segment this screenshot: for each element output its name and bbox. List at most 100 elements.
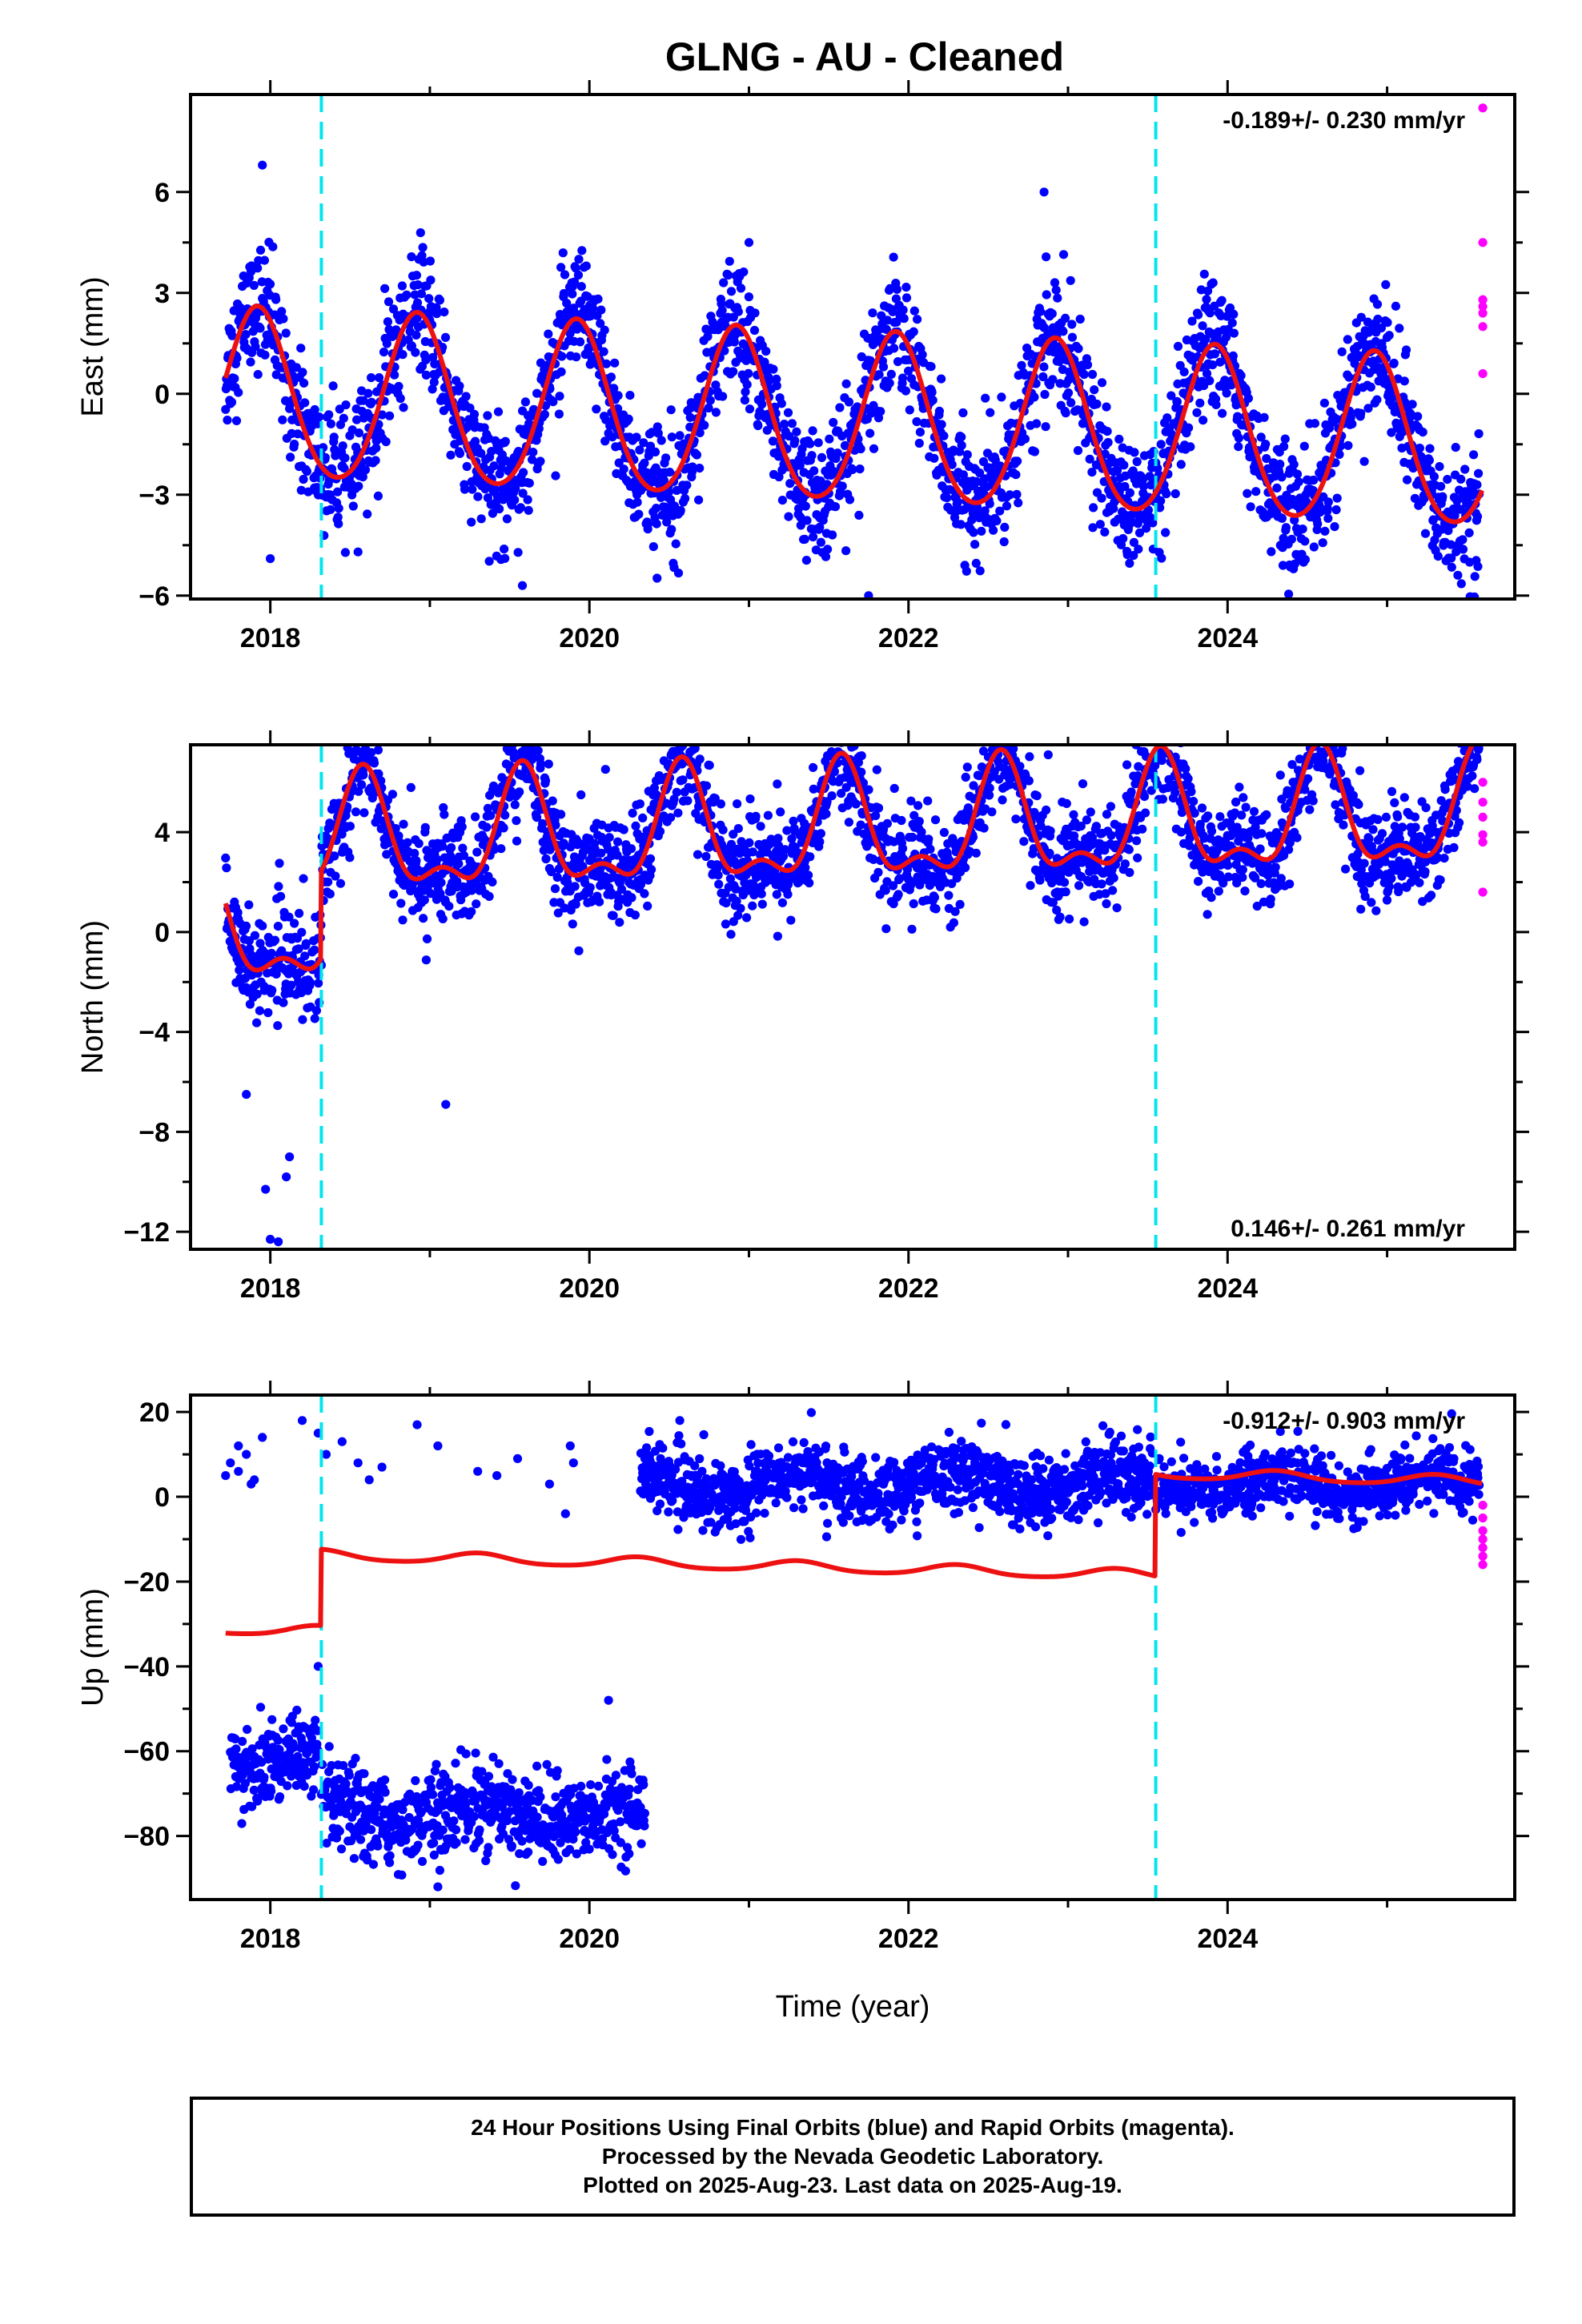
data-point: [733, 824, 743, 834]
data-point: [682, 480, 692, 490]
data-point: [830, 502, 841, 512]
data-point: [517, 581, 528, 590]
data-point: [677, 759, 687, 769]
data-point: [412, 271, 422, 280]
data-point: [1344, 372, 1354, 382]
data-point: [632, 432, 641, 442]
data-point: [606, 372, 616, 382]
data-point: [873, 803, 884, 813]
data-point: [1089, 503, 1098, 513]
data-point: [1173, 725, 1182, 734]
data-point: [1287, 534, 1296, 544]
data-point: [802, 516, 812, 525]
data-point: [968, 832, 978, 842]
data-point: [792, 427, 801, 436]
data-point: [1205, 308, 1215, 318]
data-point: [1039, 362, 1049, 372]
data-point: [551, 471, 560, 480]
data-point: [514, 732, 523, 741]
data-point: [367, 793, 377, 803]
data-point: [777, 898, 788, 907]
data-point: [1092, 399, 1102, 409]
data-point: [669, 794, 679, 804]
data-point: [472, 847, 482, 857]
data-point: [305, 978, 315, 987]
data-point: [1217, 296, 1227, 305]
data-point: [493, 407, 504, 416]
data-point: [1464, 528, 1474, 538]
data-point: [1170, 489, 1180, 499]
data-point: [461, 392, 471, 401]
data-point: [363, 509, 372, 519]
data-point: [1001, 734, 1010, 743]
data-point: [971, 848, 981, 858]
data-point: [990, 455, 1000, 464]
series-final-east: [221, 160, 1484, 599]
data-point: [666, 813, 676, 822]
data-point: [1134, 545, 1143, 554]
data-point: [1002, 713, 1010, 722]
data-point: [1088, 523, 1098, 533]
data-point: [683, 715, 692, 724]
data-point: [682, 718, 691, 727]
data-point: [1108, 886, 1118, 895]
data-point: [864, 785, 873, 794]
data-point: [358, 472, 367, 482]
data-point: [678, 775, 688, 785]
data-point: [299, 874, 308, 883]
data-point: [270, 935, 280, 945]
data-point: [241, 921, 251, 931]
data-point: [914, 438, 924, 448]
data-point: [369, 758, 379, 768]
data-point: [290, 919, 299, 928]
data-point: [720, 346, 729, 356]
data-point: [1470, 592, 1480, 599]
data-point: [340, 453, 350, 463]
data-point: [813, 438, 823, 448]
data-point: [331, 871, 340, 881]
data-point: [681, 493, 690, 504]
data-point: [465, 403, 475, 413]
data-point: [1251, 487, 1261, 497]
data-point: [1460, 464, 1470, 474]
data-point: [399, 819, 408, 829]
data-point: [828, 530, 837, 540]
data-point: [412, 298, 423, 308]
data-point: [1113, 465, 1122, 475]
data-point: [600, 436, 610, 446]
data-point: [991, 726, 1000, 734]
data-point: [1367, 898, 1376, 907]
data-point: [1424, 456, 1434, 465]
data-point: [914, 817, 924, 826]
data-point: [1210, 349, 1219, 359]
data-point: [341, 400, 351, 410]
data-point: [406, 782, 416, 793]
data-point: [1366, 382, 1375, 392]
data-point: [255, 939, 265, 948]
data-point: [1300, 555, 1310, 565]
data-point: [1317, 720, 1326, 729]
data-point: [1129, 537, 1138, 547]
data-point: [1082, 360, 1093, 370]
data-point: [1393, 812, 1403, 822]
data-point: [1013, 456, 1022, 466]
data-point: [267, 948, 276, 958]
data-point: [234, 388, 243, 397]
data-point: [1456, 505, 1465, 514]
data-point: [643, 901, 652, 911]
data-point: [467, 907, 476, 916]
data-point: [1142, 726, 1151, 735]
data-point: [416, 228, 425, 238]
y-tick-label: 3: [155, 279, 170, 309]
data-point: [1315, 508, 1325, 517]
data-point: [1203, 910, 1212, 919]
data-point: [235, 965, 244, 975]
data-point: [1184, 423, 1194, 432]
data-point: [1438, 492, 1447, 501]
data-point: [1359, 456, 1369, 466]
data-point: [388, 890, 399, 899]
data-point: [773, 931, 783, 941]
data-point: [324, 410, 334, 420]
x-tick-label: 2022: [878, 623, 939, 653]
series-rapid-east: [1478, 103, 1488, 379]
